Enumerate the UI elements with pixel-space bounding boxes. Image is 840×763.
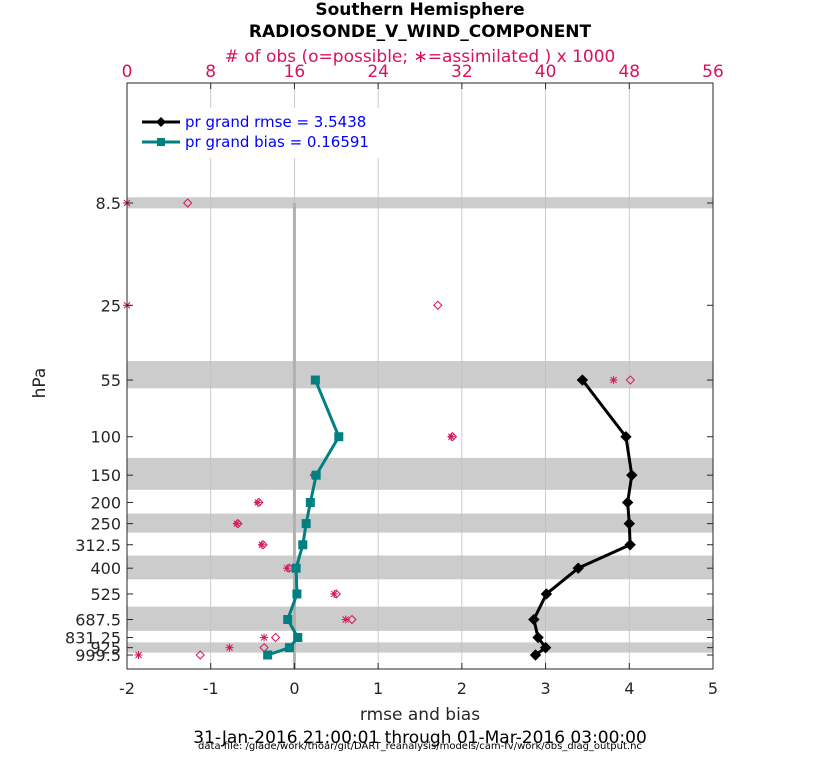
legend-marker-0 [156, 117, 166, 127]
plot-frame [126, 82, 714, 670]
chart-title: Southern Hemisphere [315, 0, 524, 20]
obs-assimilated-marker-6 [232, 519, 241, 528]
legend-box [137, 108, 397, 158]
y-tick-label-13: 999.5 [75, 646, 121, 665]
x-tick-label-7: 5 [708, 679, 718, 698]
series-0-point-5 [624, 539, 636, 551]
top-tick-label-2: 16 [284, 62, 306, 82]
obs-possible-marker-0 [182, 198, 193, 208]
series-0-point-9 [532, 631, 544, 644]
obs-assimilated-marker-2 [609, 376, 618, 385]
series-0-point-11 [529, 649, 542, 661]
series-1-point-5 [298, 540, 308, 550]
obs-possible-marker-1 [433, 300, 443, 310]
series-1-point-8 [283, 615, 293, 625]
obs-assimilated-marker-11 [260, 633, 269, 642]
y-axis-label: hPa [30, 368, 50, 399]
y-tick-label-0: 8.5 [96, 194, 121, 213]
shaded-band-5 [127, 606, 713, 631]
legend-marker-1 [157, 138, 165, 146]
series-0-point-2 [626, 469, 638, 481]
x-tick-label-0: -2 [119, 679, 135, 698]
series-0-point-1 [620, 431, 632, 443]
shaded-bands [127, 197, 713, 653]
obs-possible-marker-10 [347, 614, 357, 625]
legend: pr grand rmse = 3.5438 pr grand bias = 0.… [137, 108, 397, 158]
obs-possible-marker-2 [625, 375, 636, 385]
top-axis-label: # of obs (o=possible; ∗=assimilated ) x … [225, 47, 616, 67]
top-tick-label-4: 32 [451, 62, 473, 82]
top-tick-label-0: 0 [122, 62, 133, 82]
series-1-point-2 [311, 470, 321, 480]
series-0-point-8 [528, 613, 540, 626]
top-tick-label-1: 8 [205, 62, 216, 82]
series-lines [263, 374, 638, 661]
obs-assimilated-marker-7 [257, 540, 266, 549]
obs-possible-marker-11 [270, 632, 281, 643]
y-tick-label-2: 55 [101, 371, 121, 390]
obs-assimilated-marker-12 [225, 643, 234, 652]
series-1-point-10 [284, 643, 294, 653]
series-0-point-7 [540, 588, 553, 600]
y-tick-label-11: 831.25 [65, 629, 121, 648]
legend-label-0: pr grand rmse = 3.5438 [185, 113, 366, 131]
y-tick-label-7: 312.5 [75, 536, 121, 555]
shaded-band-6 [127, 642, 713, 653]
series-1-point-7 [292, 589, 302, 599]
x-tick-label-1: -1 [203, 679, 219, 698]
chart-subtitle: RADIOSONDE_V_WIND_COMPONENT [249, 22, 592, 42]
series-1-point-3 [305, 497, 315, 507]
data-file-path: data file: /glade/work/thoar/git/DART_re… [198, 741, 642, 752]
y-tick-label-4: 150 [90, 466, 121, 485]
obs-assimilated-marker-3 [447, 432, 456, 441]
series-1-point-4 [301, 519, 311, 529]
series-1-point-0 [310, 375, 320, 385]
obs-assimilated-marker-8 [283, 564, 292, 573]
series-0-point-6 [572, 562, 584, 574]
y-tick-label-1: 25 [101, 296, 121, 315]
axis-ticks: -2 -1 0 1 2 3 4 5 0 8 16 24 32 40 48 56 8.5 25 55 100 150 200… [65, 62, 724, 698]
series-0-point-4 [623, 517, 635, 530]
shaded-band-3 [127, 513, 713, 533]
top-tick-label-7: 56 [702, 62, 724, 82]
series-0-point-10 [539, 641, 552, 654]
series-1-point-9 [293, 633, 303, 643]
y-tick-label-10: 687.5 [75, 611, 121, 630]
x-tick-label-5: 3 [540, 679, 550, 698]
shaded-band-0 [127, 197, 713, 209]
x-axis-label: rmse and bias [360, 705, 480, 725]
obs-assimilated-marker-9 [330, 589, 339, 598]
y-tick-label-3: 100 [90, 428, 121, 447]
series-0-point-3 [621, 496, 634, 509]
obs-assimilated-marker-13 [134, 651, 143, 659]
series-0-point-0 [576, 374, 589, 386]
shaded-band-1 [127, 361, 713, 389]
series-1-point-11 [263, 650, 273, 660]
y-tick-label-12: 925 [90, 639, 121, 658]
date-range: 31-Jan-2016 21:00:01 through 01-Mar-2016… [193, 728, 647, 748]
y-tick-label-5: 200 [90, 493, 121, 512]
shaded-band-4 [127, 555, 713, 580]
legend-label-1: pr grand bias = 0.16591 [185, 133, 369, 151]
top-tick-label-5: 40 [535, 62, 557, 82]
top-tick-label-3: 24 [367, 62, 389, 82]
series-1-point-1 [334, 432, 344, 442]
y-tick-label-8: 400 [90, 559, 121, 578]
x-tick-label-3: 1 [373, 679, 383, 698]
shaded-band-2 [127, 457, 713, 490]
y-tick-label-6: 250 [90, 515, 121, 534]
obs-assimilated-marker-10 [341, 615, 350, 624]
x-tick-label-2: 0 [289, 679, 299, 698]
x-tick-label-6: 4 [624, 679, 634, 698]
obs-assimilated-marker-5 [253, 498, 262, 507]
x-tick-label-4: 2 [457, 679, 467, 698]
y-tick-label-9: 525 [90, 585, 121, 604]
obs-possible-marker-13 [195, 650, 205, 660]
obs-possible-marker-9 [331, 589, 341, 599]
top-tick-label-6: 48 [618, 62, 640, 82]
series-1-point-6 [291, 563, 301, 573]
